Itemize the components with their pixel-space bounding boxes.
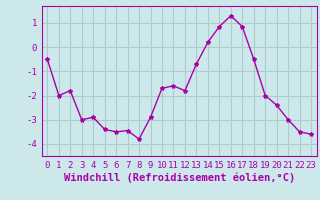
- X-axis label: Windchill (Refroidissement éolien,°C): Windchill (Refroidissement éolien,°C): [64, 173, 295, 183]
